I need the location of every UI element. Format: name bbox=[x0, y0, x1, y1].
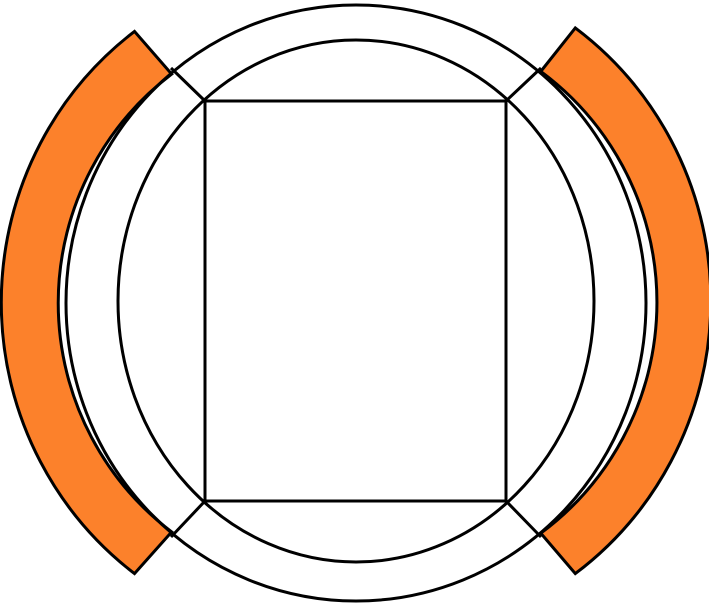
outer-circle bbox=[64, 3, 648, 603]
connector-line-top-left bbox=[169, 66, 207, 103]
inner-circle bbox=[116, 38, 596, 564]
right-orange-band bbox=[538, 25, 709, 576]
left-orange-band bbox=[0, 29, 174, 576]
connector-line-top-right bbox=[504, 66, 543, 103]
inscribed-rectangle bbox=[203, 99, 508, 503]
connector-line-bottom-right bbox=[504, 499, 543, 539]
connector-line-bottom-left bbox=[169, 499, 207, 539]
